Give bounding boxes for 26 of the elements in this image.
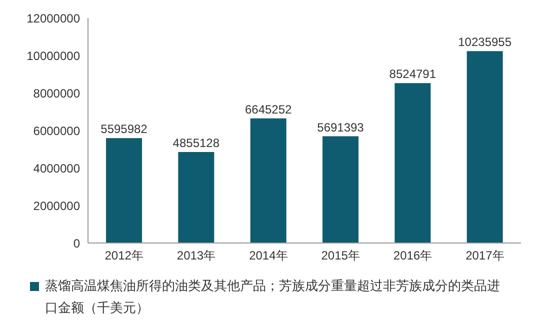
bar bbox=[178, 152, 214, 243]
y-tick-label: 0 bbox=[73, 236, 80, 250]
data-label: 4855128 bbox=[172, 136, 220, 150]
y-tick-label: 10000000 bbox=[26, 48, 80, 63]
bar bbox=[466, 51, 503, 243]
x-tick-label: 2017年 bbox=[466, 248, 504, 263]
y-tick-label: 4000000 bbox=[33, 161, 80, 176]
x-tick-label: 2014年 bbox=[249, 248, 288, 263]
data-label: 6645252 bbox=[244, 102, 292, 116]
y-tick-label: 6000000 bbox=[33, 124, 80, 138]
x-tick-label: 2012年 bbox=[104, 248, 144, 263]
bar bbox=[322, 136, 358, 243]
x-tick-label: 2015年 bbox=[321, 248, 360, 263]
x-tick-label: 2013年 bbox=[176, 248, 216, 263]
bar bbox=[250, 118, 286, 243]
data-label: 5691393 bbox=[317, 120, 364, 134]
legend-label: 蒸馏高温煤焦油所得的油类及其他产品；芳族成分重量超过非芳族成分的类品进口金额（千美元） bbox=[45, 277, 501, 317]
y-tick-label: 8000000 bbox=[33, 86, 80, 100]
y-tick-label: 12000000 bbox=[26, 11, 80, 26]
y-tick-label: 2000000 bbox=[33, 198, 80, 213]
x-tick-label: 2016年 bbox=[393, 248, 432, 263]
bar bbox=[106, 138, 142, 243]
data-label: 5595982 bbox=[100, 122, 148, 136]
data-label: 10235955 bbox=[458, 35, 512, 50]
bar bbox=[394, 83, 431, 243]
data-label: 8524791 bbox=[389, 67, 436, 82]
